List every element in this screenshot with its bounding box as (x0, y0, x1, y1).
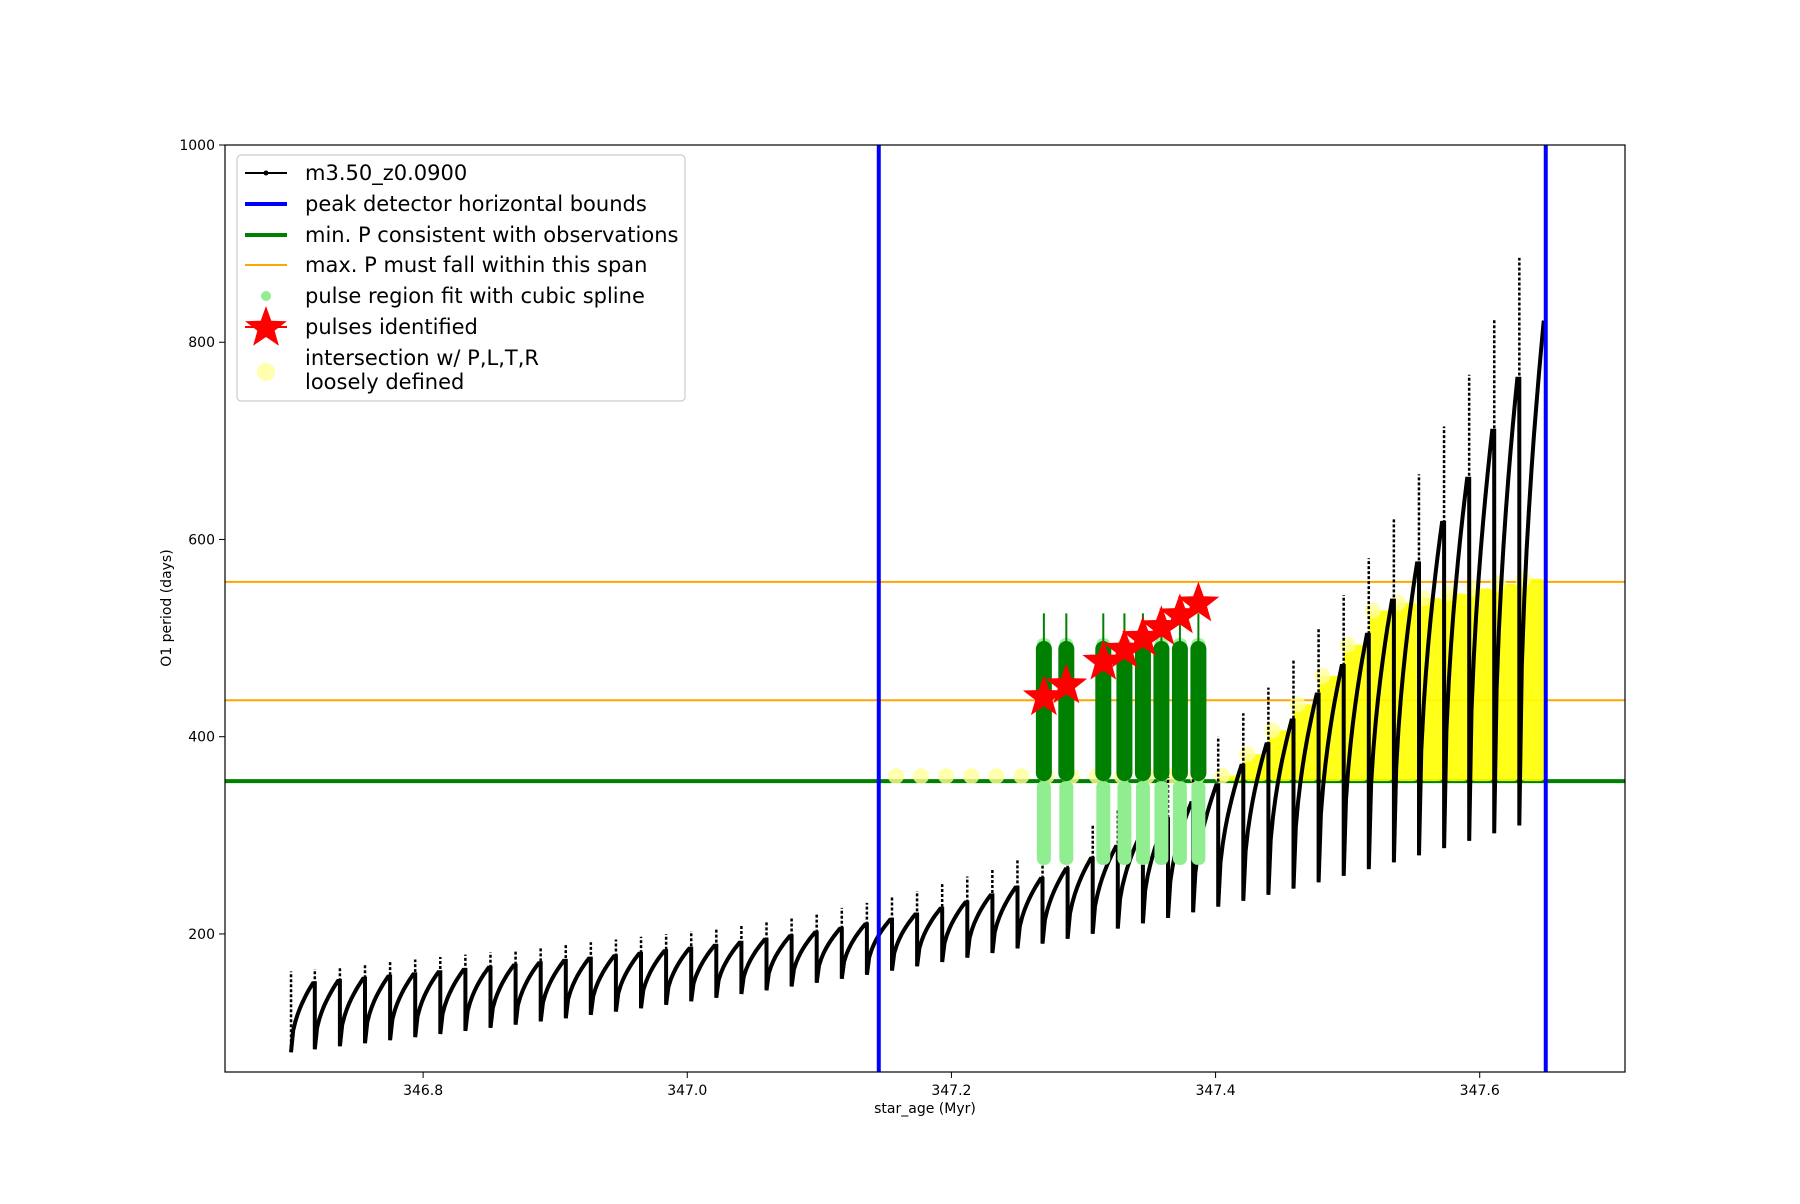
intersection-point (938, 768, 955, 785)
intersection-point (1339, 636, 1356, 653)
track-line (289, 320, 1546, 1053)
intersection-point (988, 768, 1005, 785)
x-tick-label: 347.4 (1196, 1083, 1236, 1099)
legend-label: loosely defined (305, 370, 464, 394)
spline-series (1035, 613, 1207, 865)
pulse-star (1082, 639, 1125, 680)
legend-marker (263, 170, 269, 176)
pulse-star (1177, 581, 1220, 622)
y-tick-label: 800 (188, 335, 215, 351)
legend-marker (261, 291, 271, 301)
legend-marker (245, 306, 287, 346)
spline-region-tail (1191, 781, 1206, 865)
pulse-star (1159, 593, 1201, 634)
pulse-star (1103, 627, 1146, 668)
spline-region-tail (1117, 781, 1132, 865)
pulse-star (1045, 663, 1088, 704)
plot-frame (224, 144, 1626, 1073)
spline-region-tail (1096, 781, 1111, 865)
intersection-point (887, 768, 904, 785)
pulse-star (1140, 605, 1183, 645)
y-axis-label: O1 period (days) (159, 549, 175, 666)
x-tick-label: 346.8 (403, 1083, 443, 1099)
intersection-point (1314, 667, 1331, 684)
x-tick-label: 347.2 (931, 1083, 971, 1099)
x-tick-label: 347.0 (667, 1083, 707, 1099)
intersection-block (1519, 578, 1546, 782)
intersection-point (1289, 696, 1306, 713)
x-tick-label: 347.6 (1460, 1083, 1500, 1099)
intersection-point (1364, 602, 1381, 619)
track-series (289, 257, 1546, 1053)
spline-region-tail (1172, 781, 1187, 865)
y-tick-label: 600 (188, 532, 215, 548)
y-tick-label: 1000 (179, 138, 215, 154)
y-tick-label: 400 (188, 730, 215, 746)
spline-region-tail (1059, 781, 1074, 865)
spline-region-tail (1036, 781, 1051, 865)
intersection-point (1013, 768, 1030, 785)
pulse-star (1122, 616, 1164, 656)
intersection-point (1214, 767, 1231, 784)
pulses-identified-series (1022, 581, 1220, 716)
pulse-star (1022, 675, 1065, 716)
intersection-point (1264, 722, 1281, 739)
legend-label: m3.50_z0.0900 (305, 161, 467, 186)
spline-region-tail (1135, 781, 1150, 865)
legend-label: intersection w/ P,L,T,R (305, 346, 539, 370)
legend-label: pulses identified (305, 315, 478, 339)
y-tick-label: 200 (188, 927, 215, 943)
legend-label: peak detector horizontal bounds (305, 192, 647, 216)
intersection-block (1393, 602, 1419, 782)
legend-label: pulse region fit with cubic spline (305, 284, 645, 308)
legend-box (236, 154, 686, 402)
x-axis-label: star_age (Myr) (874, 1101, 976, 1117)
intersection-point (963, 768, 980, 785)
legend-marker (257, 363, 275, 381)
intersection-block (1418, 598, 1445, 782)
legend-label: max. P must fall within this span (305, 253, 647, 277)
intersection-point (1239, 746, 1256, 763)
legend-label: min. P consistent with observations (305, 223, 678, 247)
intersection-point (913, 768, 930, 785)
spline-region-tail (1154, 781, 1169, 865)
